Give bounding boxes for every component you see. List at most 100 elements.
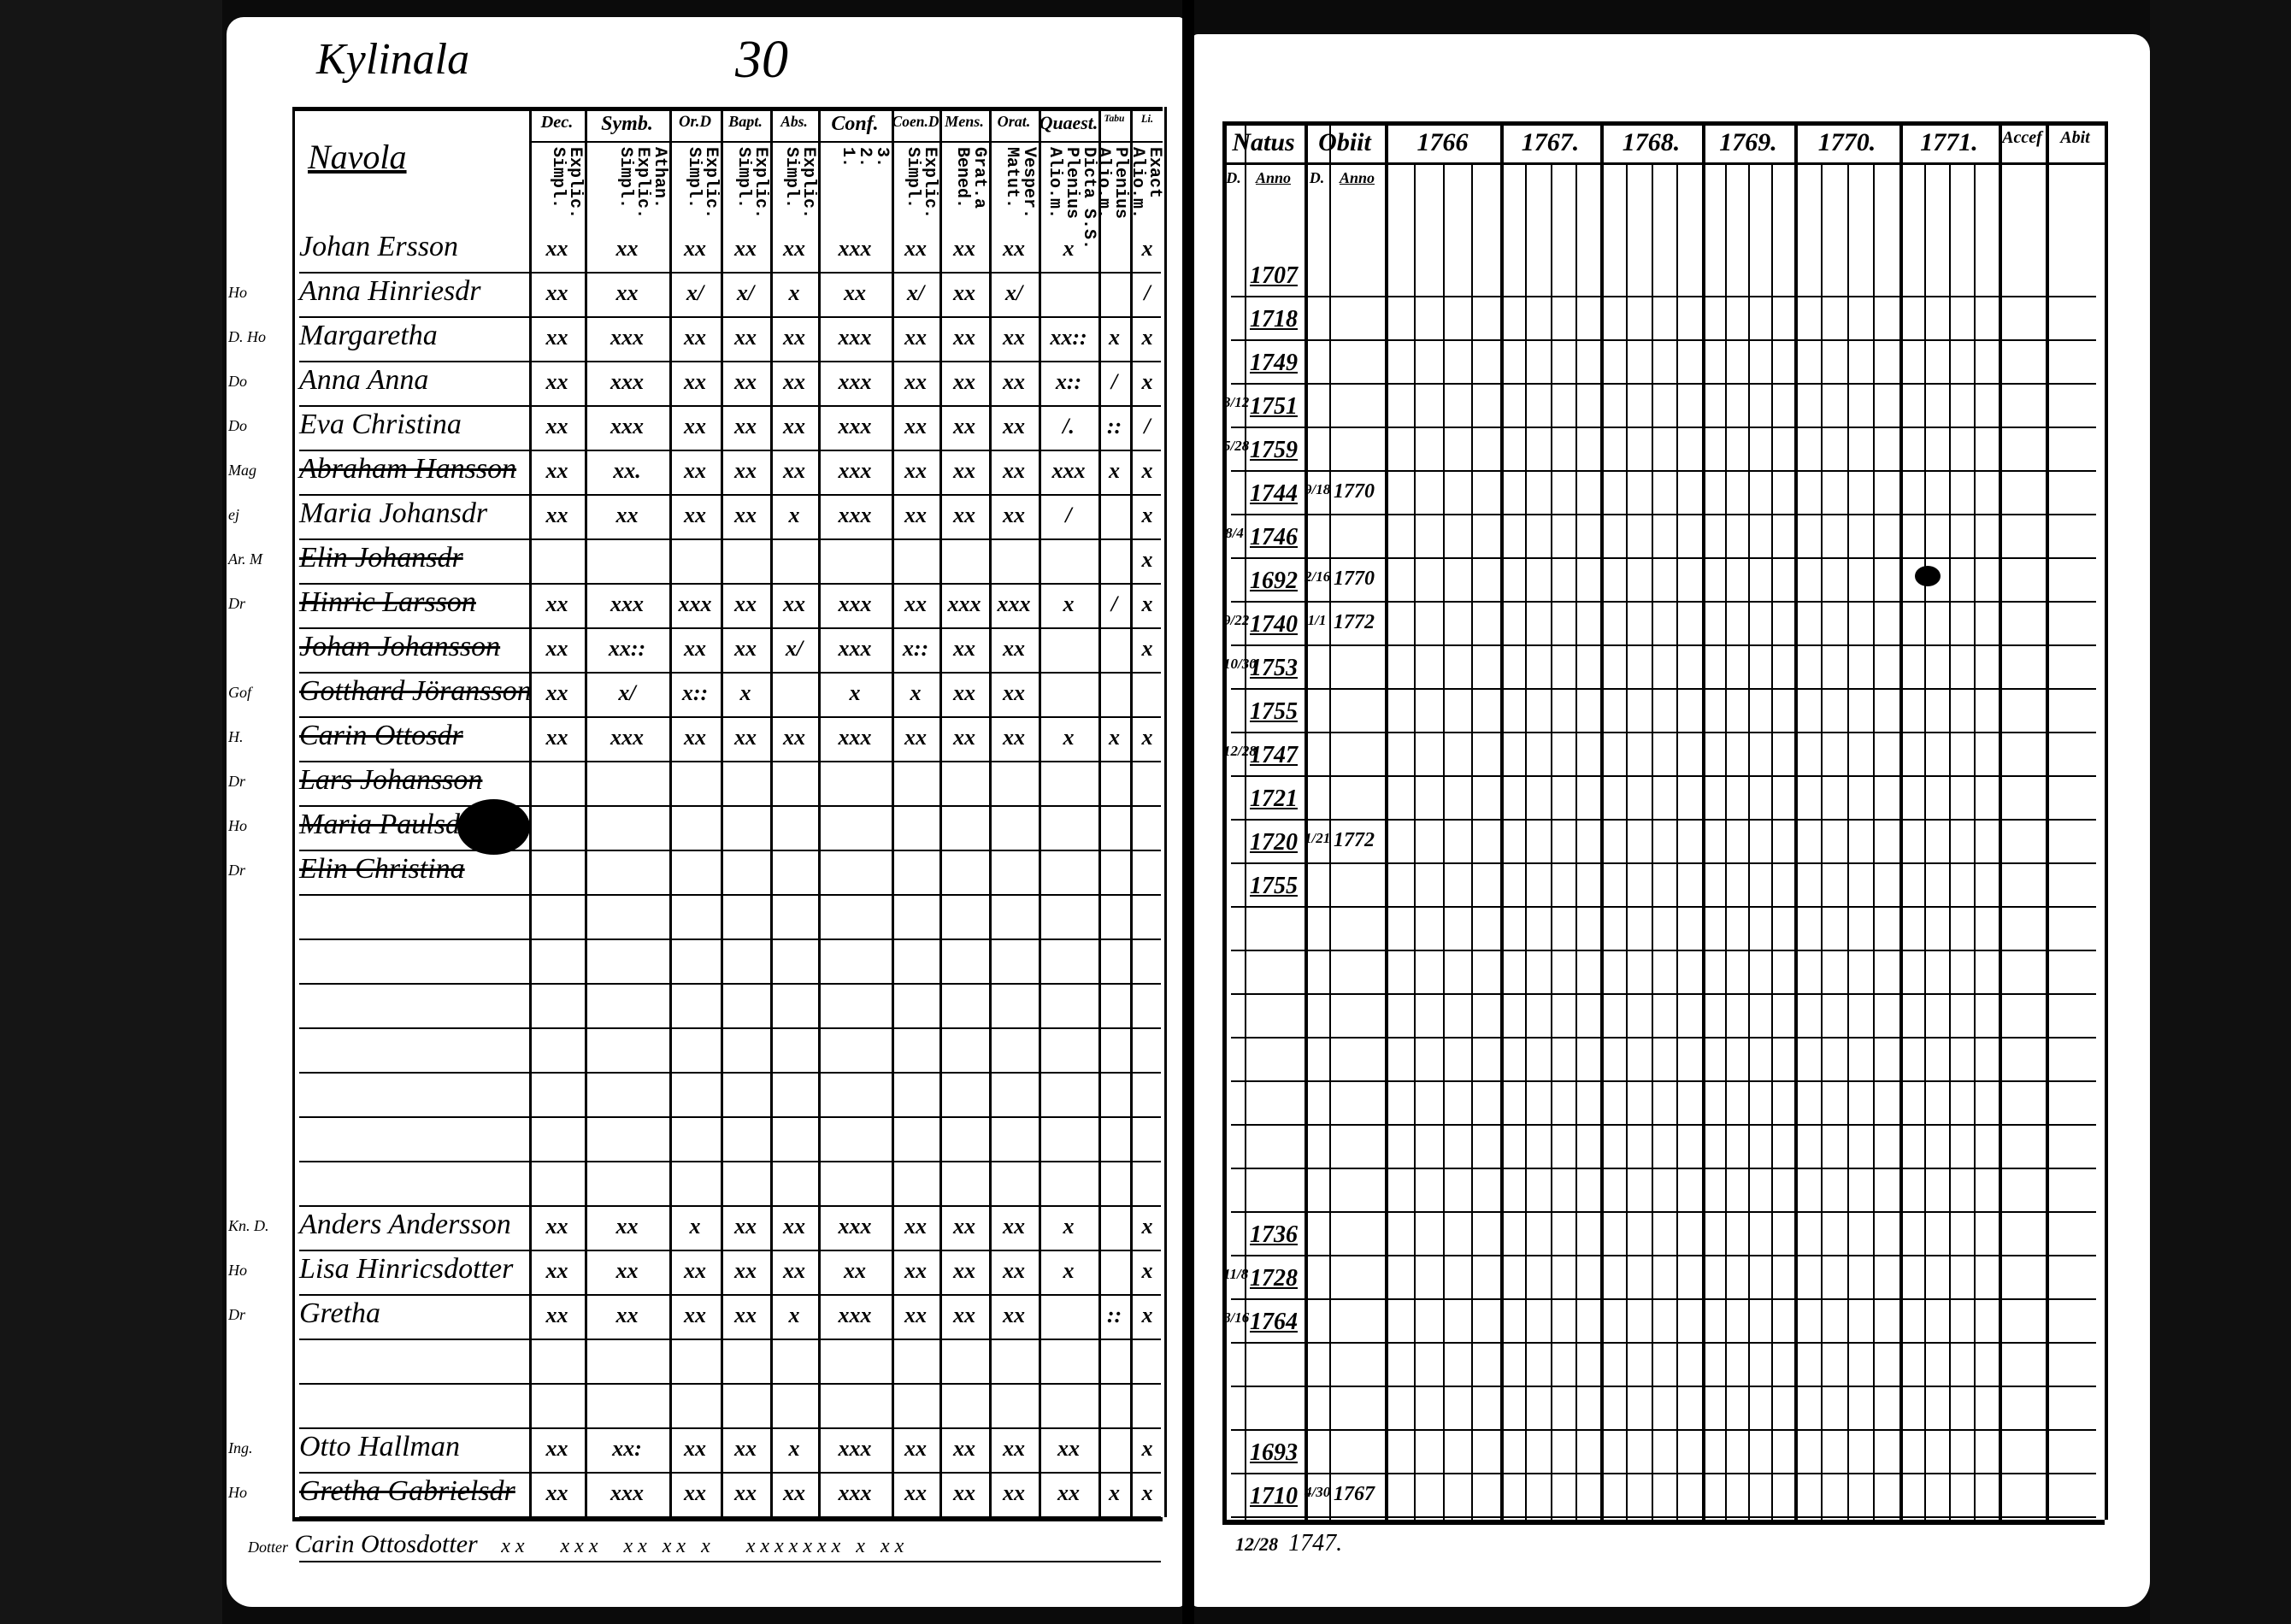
obiit-day: 2/16 bbox=[1305, 568, 1331, 585]
record-mark: xx bbox=[684, 503, 706, 527]
record-mark: x bbox=[1141, 547, 1153, 572]
column-subheader: 3. 2. 1. bbox=[838, 147, 892, 168]
record-mark: xx bbox=[1003, 503, 1025, 527]
record-mark: xxx bbox=[610, 1480, 644, 1505]
column-header: Li. bbox=[1140, 113, 1154, 125]
record-mark: xxx bbox=[838, 1214, 872, 1239]
person-name: Lisa Hinricsdotter bbox=[299, 1253, 514, 1285]
row-role: Gof bbox=[228, 684, 251, 701]
natus-year: 1764 bbox=[1250, 1309, 1298, 1335]
row-rule bbox=[1231, 1298, 2096, 1300]
column-subheader: Athan. Explic. Simpl. bbox=[615, 147, 669, 220]
obiit-year: 1770 bbox=[1334, 480, 1375, 503]
obiit-year: 1772 bbox=[1334, 829, 1375, 851]
column-header: Obiit bbox=[1318, 128, 1371, 156]
row-role: D. Ho bbox=[228, 328, 266, 345]
person-name: Anna Hinriesdr bbox=[299, 275, 481, 307]
column-title: Navola bbox=[308, 138, 407, 176]
column-divider bbox=[1600, 121, 1604, 1520]
person-name: Abraham Hansson bbox=[299, 453, 517, 485]
column-divider bbox=[1245, 121, 1246, 1520]
record-mark: :: bbox=[1106, 1303, 1122, 1327]
record-mark: xx bbox=[734, 236, 757, 261]
record-mark: xx. bbox=[613, 458, 641, 483]
column-subheader: Grat.a Bened. bbox=[952, 147, 989, 209]
subcolumn-divider bbox=[1820, 164, 1823, 1520]
record-mark: xxx bbox=[838, 458, 872, 483]
column-divider bbox=[1794, 121, 1798, 1520]
record-mark: xx bbox=[545, 680, 568, 705]
record-mark: :: bbox=[1106, 414, 1122, 438]
natus-year: 1740 bbox=[1250, 611, 1298, 638]
record-mark: x bbox=[1141, 503, 1153, 527]
record-mark: x bbox=[1141, 458, 1153, 483]
table-left-border bbox=[292, 107, 295, 1517]
page-number: 30 bbox=[735, 31, 788, 89]
row-rule bbox=[1231, 906, 2096, 908]
row-rule bbox=[299, 1294, 1161, 1296]
row-rule bbox=[1231, 1473, 2096, 1474]
row-rule bbox=[1231, 339, 2096, 341]
natus-year: 1751 bbox=[1250, 393, 1298, 420]
record-mark: x bbox=[1141, 1258, 1153, 1283]
record-mark: x bbox=[689, 1214, 701, 1239]
obiit-year: 1772 bbox=[1334, 611, 1375, 633]
row-rule bbox=[299, 1161, 1161, 1162]
subcolumn-divider bbox=[1550, 164, 1552, 1520]
record-mark: xx bbox=[953, 680, 975, 705]
record-mark: xx:: bbox=[608, 636, 646, 661]
column-subheader: Explic. Simpl. bbox=[684, 147, 721, 220]
row-rule bbox=[299, 494, 1161, 496]
person-name: Margaretha bbox=[299, 320, 438, 351]
row-rule bbox=[299, 1516, 1161, 1518]
subcolumn-divider bbox=[1924, 164, 1926, 1520]
natus-year: 1720 bbox=[1250, 829, 1298, 856]
record-mark: xx bbox=[545, 280, 568, 305]
column-header: Dec. bbox=[540, 113, 574, 132]
column-divider bbox=[669, 107, 672, 1517]
subcolumn-divider bbox=[1676, 164, 1679, 1520]
natus-year: 1755 bbox=[1250, 873, 1298, 899]
subcolumn-divider bbox=[1442, 164, 1445, 1520]
record-mark: xx bbox=[783, 325, 805, 350]
row-rule bbox=[299, 1383, 1161, 1385]
column-divider bbox=[721, 107, 723, 1517]
record-mark: xx bbox=[783, 591, 805, 616]
subcolumn-divider bbox=[1748, 164, 1750, 1520]
row-role: Ho bbox=[228, 1484, 247, 1501]
record-mark: xx bbox=[615, 1214, 639, 1239]
row-rule bbox=[299, 1339, 1161, 1340]
record-mark: xx:: bbox=[1050, 325, 1087, 350]
footer-natus-year: 1747. bbox=[1288, 1530, 1343, 1556]
record-mark: xxx bbox=[610, 325, 644, 350]
record-mark: xx bbox=[615, 236, 639, 261]
person-name: Elin Christina bbox=[299, 853, 465, 885]
row-rule bbox=[299, 761, 1161, 762]
record-mark: x bbox=[788, 503, 800, 527]
record-mark: / bbox=[1144, 414, 1151, 438]
record-mark: xx bbox=[545, 636, 568, 661]
subcolumn-divider bbox=[1651, 164, 1653, 1520]
column-header: Abs. bbox=[780, 113, 808, 130]
obiit-day: 1/21 bbox=[1305, 830, 1331, 846]
column-header: 1771. bbox=[1920, 128, 1978, 156]
record-mark: x bbox=[1141, 1480, 1153, 1505]
column-subheader: Vesper. Matut. bbox=[1002, 147, 1039, 220]
record-mark: x:: bbox=[902, 636, 929, 661]
record-mark: x bbox=[788, 280, 800, 305]
record-mark: x bbox=[1063, 725, 1075, 750]
record-mark: xx bbox=[904, 1480, 927, 1505]
record-mark: xxx bbox=[838, 1303, 872, 1327]
row-rule bbox=[1231, 514, 2096, 515]
row-rule bbox=[299, 316, 1161, 318]
column-divider bbox=[1164, 107, 1167, 1517]
column-subheader: Exact Alio.m. bbox=[1128, 147, 1164, 220]
natus-year: 1746 bbox=[1250, 524, 1298, 550]
person-name: Anna Anna bbox=[299, 364, 429, 396]
row-rule bbox=[299, 1250, 1161, 1251]
row-rule bbox=[1231, 1255, 2096, 1256]
subcolumn-divider bbox=[1471, 164, 1474, 1520]
person-name: Elin Johansdr bbox=[299, 542, 463, 574]
row-rule bbox=[1231, 601, 2096, 603]
record-mark: xx bbox=[545, 503, 568, 527]
